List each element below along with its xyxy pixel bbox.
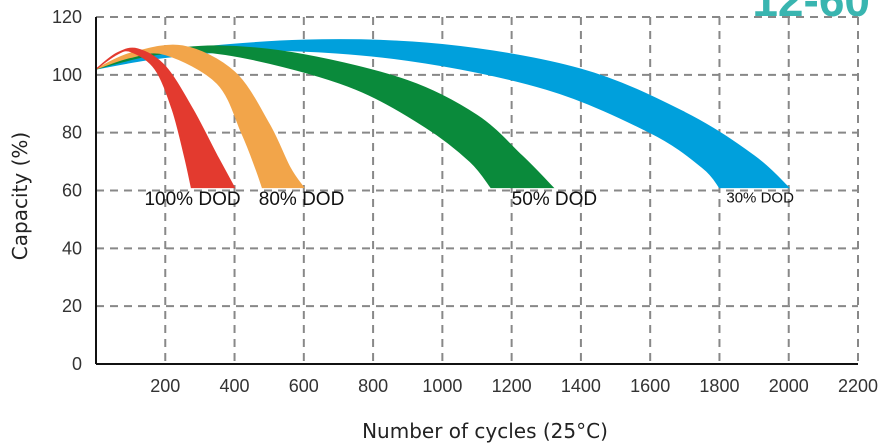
dod-label: 100% DOD: [144, 189, 240, 210]
dod-labels: 100% DOD 80% DOD 50% DOD 30% DOD: [144, 189, 794, 210]
x-tick-label: 1400: [561, 376, 601, 396]
dod-label: 30% DOD: [726, 189, 794, 206]
corner-title: 12-60: [752, 0, 870, 26]
y-tick-label: 100: [52, 65, 82, 85]
x-tick-label: 400: [220, 376, 250, 396]
x-tick-label: 1600: [630, 376, 670, 396]
y-tick-label: 120: [52, 7, 82, 27]
x-tick-label: 2200: [838, 376, 878, 396]
y-tick-label: 40: [62, 238, 82, 258]
x-tick-label: 1200: [492, 376, 532, 396]
y-tick-label: 60: [62, 181, 82, 201]
x-tick-label: 1000: [422, 376, 462, 396]
tick-labels: 200 400 600 800 1000 1200 1400 1600 1800 2000 2200…: [52, 7, 878, 396]
data-bands: [95, 39, 790, 189]
dod-label: 80% DOD: [259, 189, 345, 210]
x-tick-label: 800: [358, 376, 388, 396]
x-axis-title: Number of cycles (25°C): [362, 419, 608, 443]
y-tick-label: 80: [62, 123, 82, 143]
x-tick-label: 600: [289, 376, 319, 396]
y-axis-title: Capacity (%): [8, 132, 32, 260]
band-50pct-dod: [95, 45, 555, 189]
band-100pct-dod: [95, 47, 236, 189]
grid-lines: [96, 16, 859, 364]
x-tick-label: 2000: [769, 376, 809, 396]
dod-label: 50% DOD: [512, 189, 598, 210]
band-80pct-dod: [95, 44, 305, 189]
y-tick-label: 20: [62, 296, 82, 316]
x-tick-label: 1800: [699, 376, 739, 396]
y-tick-label: 0: [72, 354, 82, 374]
x-tick-label: 200: [150, 376, 180, 396]
